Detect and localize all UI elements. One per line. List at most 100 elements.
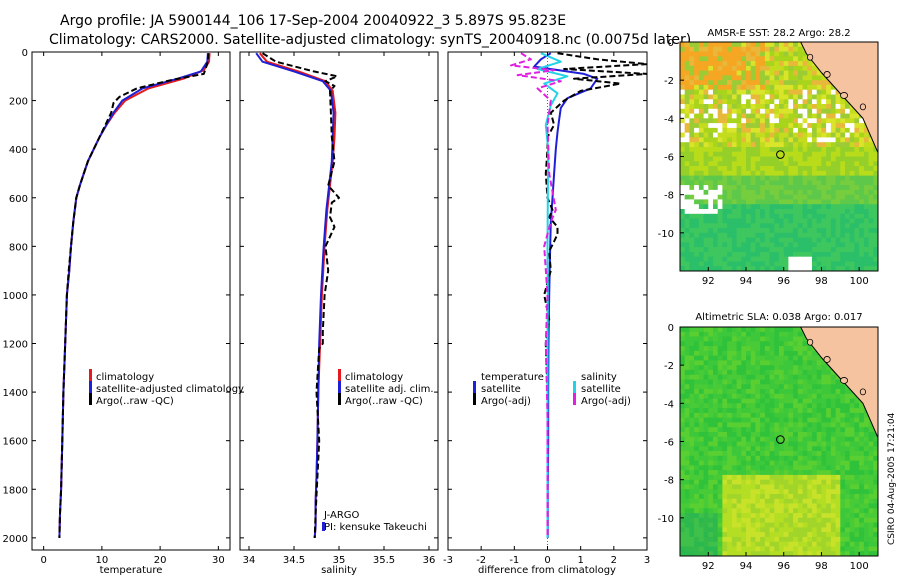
map-cell [750,408,756,414]
map-cell [680,536,686,543]
map-cell [830,180,837,186]
map-cell [797,436,804,443]
map-cell [849,508,855,514]
map-cell [788,479,794,486]
map-cell [684,393,690,400]
map-cell [826,470,832,476]
map-cell [769,99,775,105]
map-cell [703,341,709,347]
map-cell [746,84,752,91]
y-tick-label: 200 [9,97,28,108]
map-cell [840,247,846,253]
map-cell [807,455,813,462]
map-cell [830,470,837,476]
map-cell [713,503,719,509]
map-cell [694,341,700,347]
map-cell [807,237,813,243]
map-cell [713,489,719,495]
map-cell [741,451,747,457]
map-cell [868,432,874,438]
map-cell [840,213,846,220]
map-y-tick-label: -2 [664,76,674,87]
y-tick-label: 1400 [3,388,28,399]
map-cell [755,551,761,556]
map-cell [821,199,827,205]
map-cell [741,398,747,404]
map-cell [863,156,870,162]
map-cell [698,532,705,538]
map-cell [722,389,728,395]
x-tick-label: -3 [443,555,453,566]
map-cell [694,427,700,433]
map-cell [802,522,808,528]
map-cell [722,551,728,556]
map-cell [797,403,804,409]
map-cell [741,494,747,500]
map-cell [741,180,747,186]
map-cell [680,204,686,210]
map-cell [863,546,870,552]
map-cell [750,536,756,543]
map-cell [783,417,789,423]
map-cell [713,194,719,201]
map-cell [708,451,714,457]
map-cell [713,465,719,471]
map-cell [760,209,766,215]
map-cell [722,266,728,271]
map-cell [755,94,761,100]
map-cell [684,80,690,86]
map-cell [741,123,747,129]
map-cell [859,460,865,466]
map-cell [708,384,714,390]
map-cell [783,360,789,366]
map-cell [746,465,752,471]
map-cell [873,465,878,471]
map-cell [769,546,775,552]
map-cell [821,242,827,248]
map-cell [830,479,837,486]
map-cell [760,118,766,124]
map-cell [854,204,860,210]
map-cell [774,123,780,129]
map-cell [684,327,690,333]
map-cell [830,451,837,457]
map-cell [859,541,865,548]
map-cell [779,446,785,452]
map-cell [750,170,756,177]
map-cell [755,261,761,267]
map-cell [727,132,733,138]
map-cell [703,479,709,486]
map-cell [717,398,723,404]
map-cell [783,517,789,524]
map-cell [689,123,695,129]
map-cell [717,42,723,48]
map-cell [684,474,690,481]
map-cell [755,218,761,224]
map-cell [680,166,686,172]
map-cell [746,384,752,390]
map-cell [812,194,818,201]
map-cell [779,113,785,119]
map-cell [783,247,789,253]
map-cell [821,465,827,471]
map-cell [816,365,822,371]
map-cell [821,470,827,476]
map-cell [854,218,860,224]
map-cell [873,209,878,215]
map-cell [741,75,747,81]
map-cell [764,489,771,495]
map-cell [731,350,738,357]
map-cell [830,474,837,481]
map-cell [835,436,841,443]
map-cell [717,213,723,220]
map-cell [797,185,804,191]
map-cell [830,156,837,162]
map-cell [731,393,738,400]
map-cell [812,479,818,486]
map-cell [689,417,695,423]
map-cell [812,166,818,172]
map-cell [873,147,878,153]
map-cell [774,451,780,457]
map-cell [863,228,870,234]
map-cell [694,517,700,524]
